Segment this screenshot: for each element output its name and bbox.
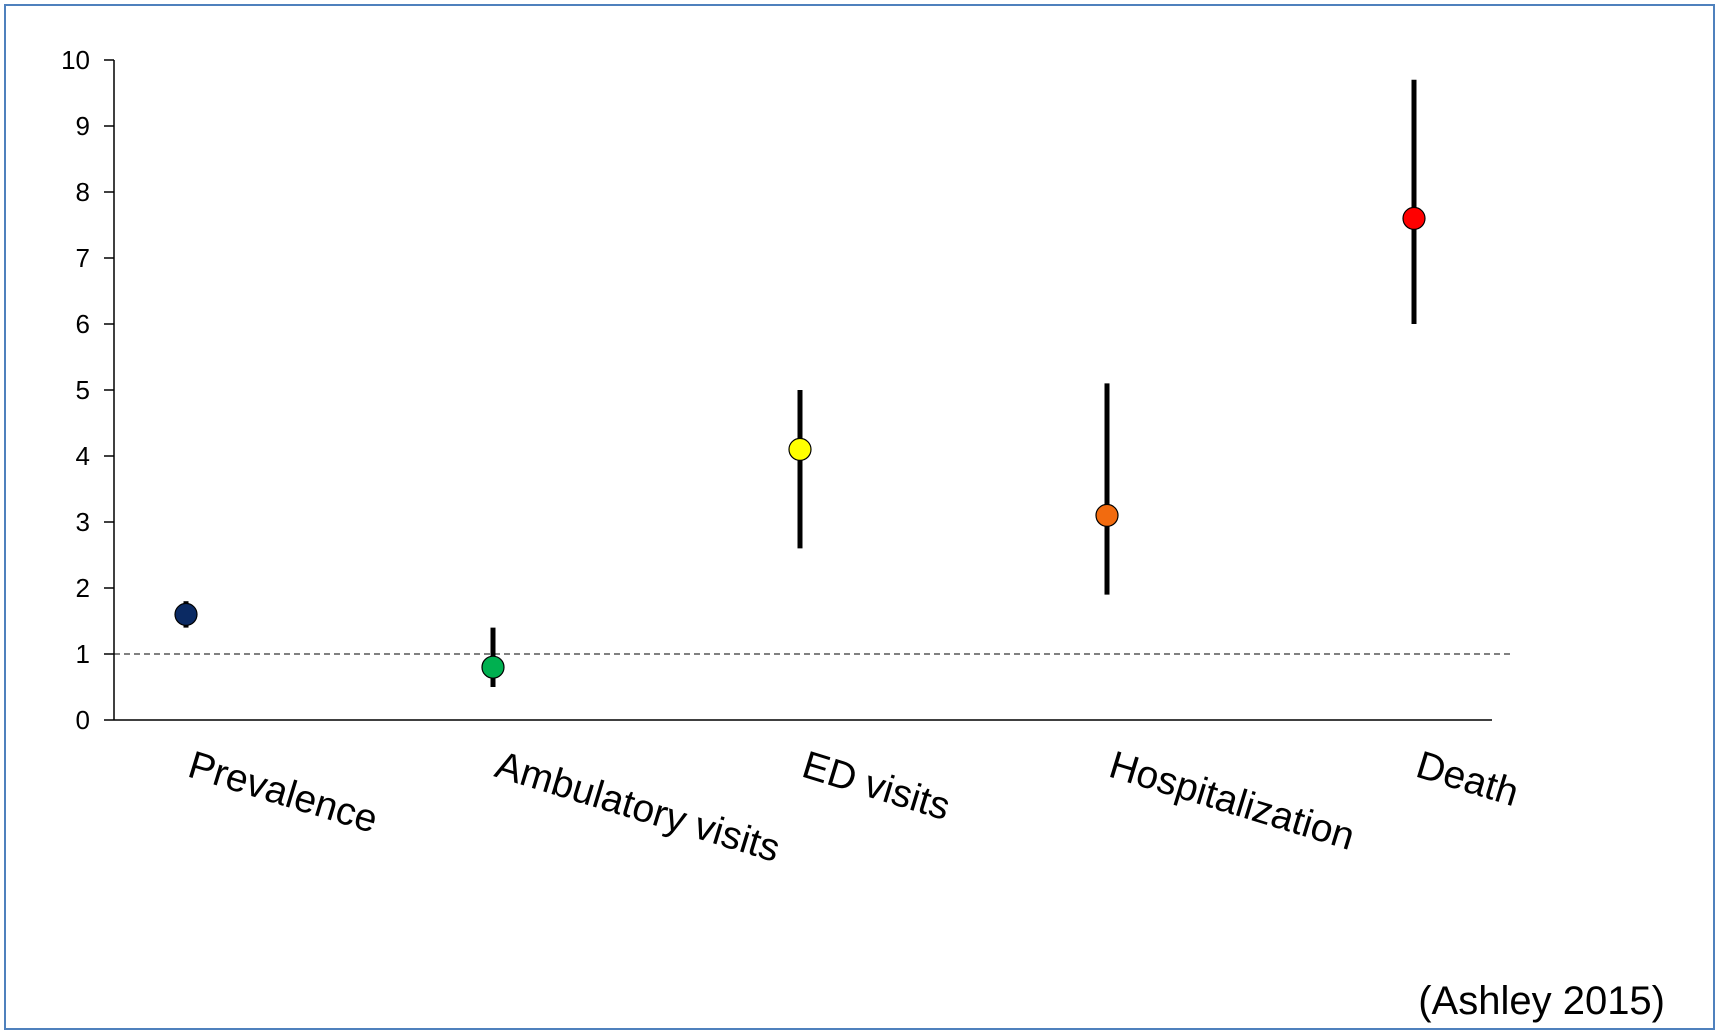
chart-frame: 0 1 2 3 4 5 6 7 8 9 10 Prevalence Ambulatory visits… (4, 4, 1715, 1030)
y-tick-label: 7 (76, 243, 90, 273)
citation-text: (Ashley 2015) (1418, 979, 1665, 1023)
y-tick-label: 4 (76, 441, 90, 471)
y-tick-label: 10 (61, 45, 90, 75)
x-category-label: Prevalence (183, 743, 382, 841)
data-point (481, 655, 505, 679)
y-tick-label: 9 (76, 111, 90, 141)
y-axis: 0 1 2 3 4 5 6 7 8 9 10 (61, 45, 115, 735)
data-point (1402, 206, 1426, 230)
y-tick-label: 5 (76, 375, 90, 405)
data-point (788, 437, 812, 461)
data-point (1095, 503, 1119, 527)
x-category-label: Ambulatory visits (490, 743, 784, 870)
y-tick-label: 2 (76, 573, 90, 603)
data-marks (174, 79, 1426, 687)
y-tick-label: 0 (76, 705, 90, 735)
y-tick-label: 8 (76, 177, 90, 207)
data-point (174, 602, 198, 627)
x-category-label: Death (1411, 743, 1523, 815)
y-tick-label: 1 (76, 639, 90, 669)
error-bar-chart: 0 1 2 3 4 5 6 7 8 9 10 Prevalence Ambulatory visits… (61, 45, 1523, 871)
category-labels: Prevalence Ambulatory visits ED visits Hosp… (183, 743, 1523, 870)
y-tick-label: 3 (76, 507, 90, 537)
y-tick-label: 6 (76, 309, 90, 339)
x-category-label: ED visits (797, 743, 955, 828)
x-category-label: Hospitalization (1104, 743, 1359, 858)
